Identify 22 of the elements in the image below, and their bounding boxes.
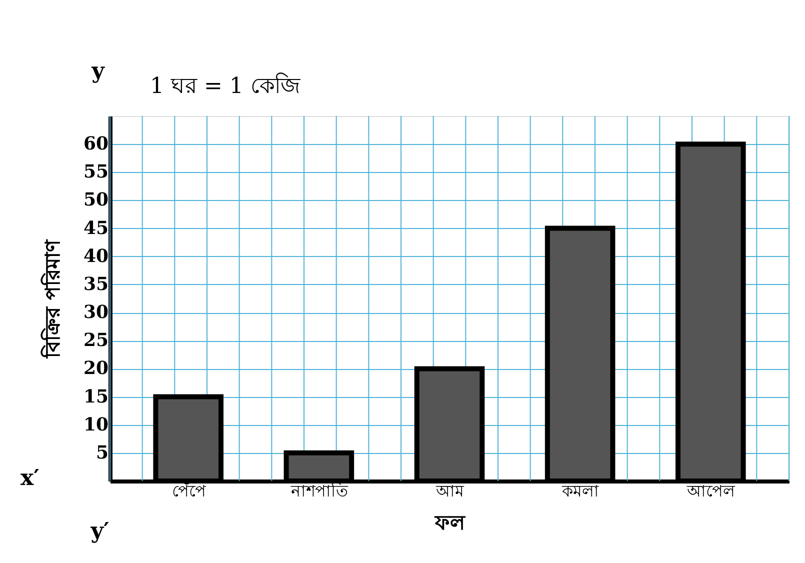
y-tick-label: 45 — [83, 218, 108, 239]
x-tick-label: আম — [435, 482, 465, 500]
y-tick-label: 55 — [83, 162, 108, 183]
x-axis-title: ফল — [434, 510, 466, 534]
y-axis-title: বিক্রির পরিমাণ — [40, 239, 64, 359]
y-tick-label: 50 — [83, 190, 108, 211]
y-tick-label: 60 — [83, 134, 108, 155]
text: y′ — [90, 518, 110, 544]
text: y — [90, 58, 106, 84]
y-tick-label: 10 — [83, 414, 108, 436]
y-tick-label: 15 — [83, 386, 108, 408]
y-tick-label: 25 — [83, 330, 108, 352]
text: 1 ঘর = 1 কেজি — [150, 73, 300, 99]
y-tick-label: 35 — [83, 274, 108, 295]
y-tick-label: 30 — [83, 302, 108, 324]
y-tick-label: 5 — [96, 442, 108, 464]
y-tick-label: 20 — [83, 358, 108, 380]
x-tick-label: আপেল — [686, 482, 736, 500]
y-tick-label: 40 — [83, 246, 108, 267]
x-tick-label: কমলা — [561, 482, 600, 500]
x-tick-label: নাশপাতি — [290, 482, 349, 500]
text: x′ — [20, 465, 40, 491]
